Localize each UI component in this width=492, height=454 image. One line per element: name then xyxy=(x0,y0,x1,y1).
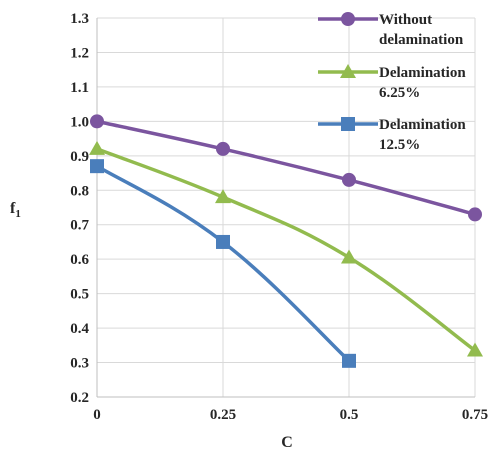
data-point xyxy=(90,114,104,129)
data-point xyxy=(216,141,230,156)
y-tick-label: 1.1 xyxy=(70,80,89,96)
data-point xyxy=(341,249,357,264)
series-line xyxy=(96,119,476,217)
y-axis: 0.2 0.3 0.4 0.5 0.6 0.7 0.8 0.9 1.0 1.1 1.2 1.3 xyxy=(70,11,89,406)
data-point xyxy=(90,159,104,174)
series-group xyxy=(89,114,483,368)
y-tick-label: 0.8 xyxy=(70,183,89,199)
y-tick-label: 0.3 xyxy=(70,356,89,372)
y-tick-label: 1.0 xyxy=(70,114,89,130)
y-axis-title-subscript: 1 xyxy=(15,208,21,220)
x-tick-label: 0.5 xyxy=(340,407,359,423)
y-axis-title-main: f xyxy=(10,200,16,217)
data-point xyxy=(216,234,230,249)
legend: Without delamination Delamination 6.25% Dela… xyxy=(318,12,466,153)
y-tick-label: 0.5 xyxy=(70,287,89,303)
data-point xyxy=(467,342,483,357)
data-point xyxy=(89,140,105,155)
legend-label: Delamination xyxy=(379,65,466,81)
legend-marker xyxy=(341,117,355,131)
y-tick-label: 1.3 xyxy=(70,11,89,27)
x-tick-label: 0 xyxy=(93,407,101,423)
y-tick-label: 0.9 xyxy=(70,149,89,165)
y-tick-label: 0.2 xyxy=(70,390,89,406)
series-line xyxy=(96,147,477,352)
y-tick-label: 0.7 xyxy=(70,218,89,234)
y-tick-label: 0.6 xyxy=(70,252,89,268)
legend-label: 6.25% xyxy=(379,85,420,101)
legend-marker xyxy=(341,12,355,26)
y-tick-label: 1.2 xyxy=(70,45,89,61)
legend-label: Delamination xyxy=(379,117,466,133)
x-axis: 0 0.25 0.5 0.75 xyxy=(93,407,488,423)
legend-label: delamination xyxy=(379,32,464,48)
x-axis-title: C xyxy=(281,434,293,451)
legend-marker xyxy=(340,64,356,78)
legend-label: 12.5% xyxy=(379,137,420,153)
y-axis-title: f1 xyxy=(10,200,21,220)
data-point xyxy=(215,189,231,204)
data-point xyxy=(468,207,482,222)
x-tick-label: 0.25 xyxy=(210,407,236,423)
y-tick-label: 0.4 xyxy=(70,321,89,337)
legend-label: Without xyxy=(379,12,432,28)
data-point xyxy=(342,172,356,187)
data-point xyxy=(342,353,356,368)
x-tick-label: 0.75 xyxy=(462,407,488,423)
